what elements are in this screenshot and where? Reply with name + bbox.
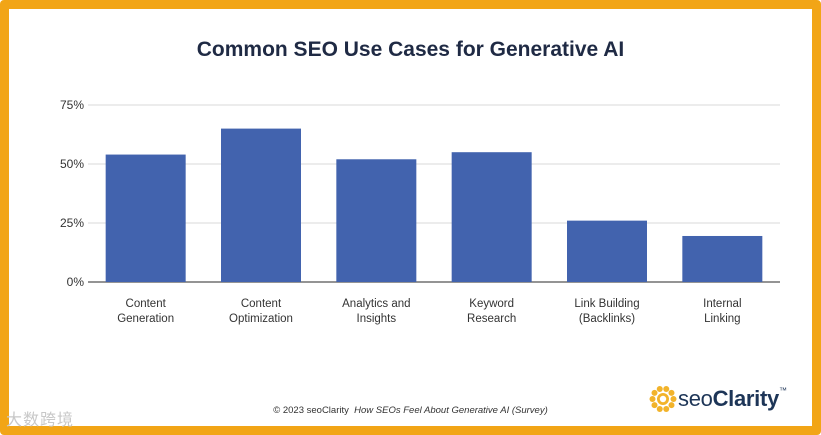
- bars: [105, 128, 763, 282]
- sun-ray: [651, 389, 658, 396]
- seoclarity-logo: seoClarity™: [648, 384, 787, 414]
- logo-wordmark: seoClarity™: [678, 386, 787, 412]
- sun-ray: [663, 405, 670, 412]
- x-tick-label: Keyword: [469, 298, 514, 310]
- sun-ray: [668, 389, 675, 396]
- x-tick-label: Linking: [704, 313, 740, 325]
- y-tick-label: 0%: [67, 275, 85, 289]
- y-tick-label: 25%: [60, 216, 84, 230]
- bar: [105, 154, 186, 282]
- chart-title: Common SEO Use Cases for Generative AI: [196, 38, 625, 61]
- logo-brand-light: seo: [678, 386, 713, 411]
- bar: [336, 159, 417, 282]
- gridlines: [88, 104, 780, 283]
- x-tick-label: Content: [126, 298, 167, 310]
- x-tick-label: Research: [467, 313, 516, 325]
- x-tick-label: Optimization: [229, 313, 293, 325]
- sun-ray: [663, 386, 670, 393]
- watermark-text: 大数跨境: [6, 412, 75, 429]
- y-tick-label: 50%: [60, 157, 84, 171]
- footer-copyright: © 2023 seoClarity: [273, 405, 349, 416]
- sun-ray: [656, 405, 663, 412]
- bar: [221, 128, 301, 282]
- logo-trademark: ™: [778, 386, 787, 395]
- sun-logo-icon: [649, 386, 677, 412]
- footer-source: How SEOs Feel About Generative AI (Surve…: [354, 405, 548, 416]
- y-tick-label: 75%: [60, 98, 84, 112]
- x-tick-label: Link Building: [574, 298, 639, 310]
- bar: [451, 152, 532, 282]
- sun-ray: [656, 386, 663, 393]
- sun-ray: [670, 396, 677, 402]
- y-axis-ticks: 0% 25% 50% 75%: [60, 98, 84, 289]
- x-tick-label: Generation: [117, 313, 174, 325]
- bar: [567, 220, 647, 282]
- x-tick-label: Content: [241, 298, 282, 310]
- x-tick-label: Internal: [703, 298, 741, 310]
- x-tick-label: (Backlinks): [579, 313, 635, 325]
- bar: [682, 235, 763, 282]
- sun-ray: [649, 396, 656, 402]
- sun-ray: [668, 402, 675, 409]
- x-tick-label: Insights: [357, 313, 397, 325]
- x-tick-label: Analytics and: [342, 298, 410, 310]
- x-axis-labels: Content Generation Content Optimization Anal…: [117, 298, 741, 325]
- sun-ray: [651, 402, 658, 409]
- logo-brand-bold: Clarity: [712, 386, 780, 411]
- footer-credit: © 2023 seoClarity How SEOs Feel About Ge…: [0, 405, 821, 416]
